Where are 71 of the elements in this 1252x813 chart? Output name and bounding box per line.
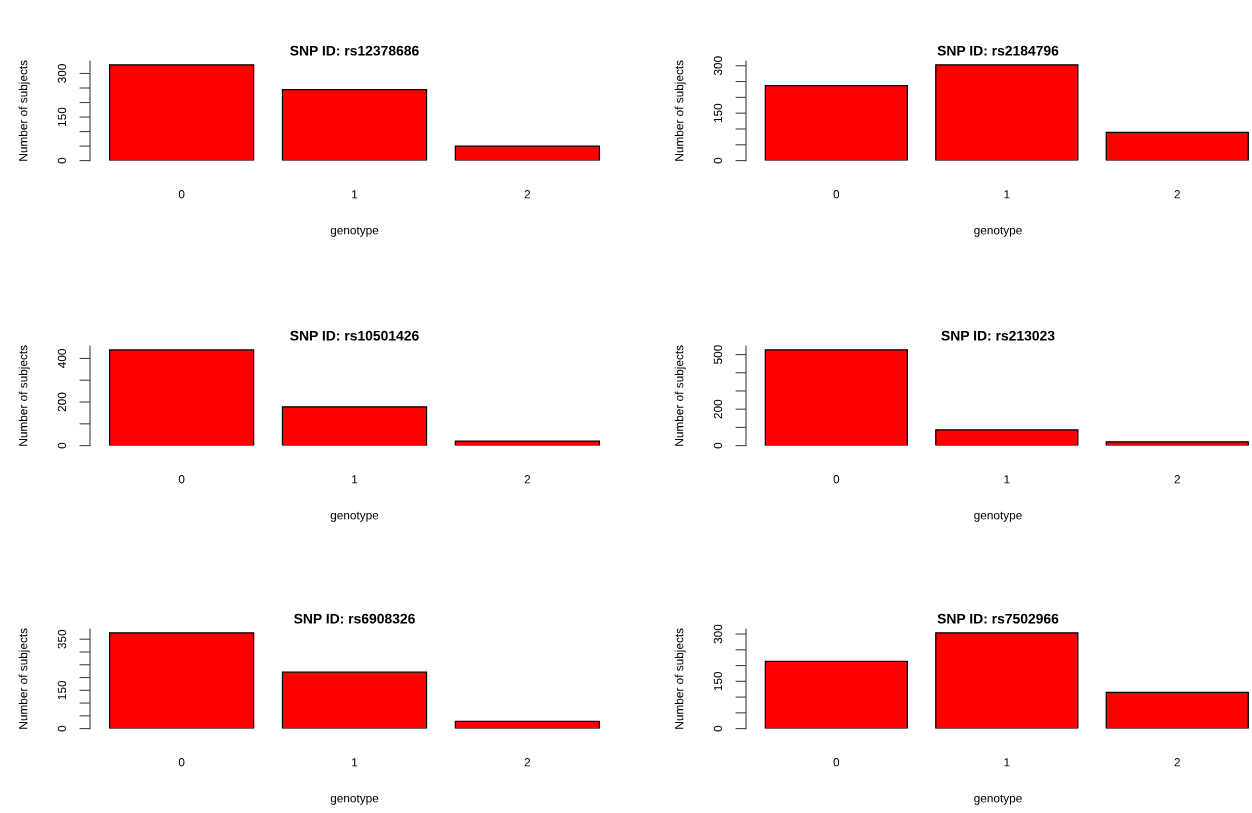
chart-title: SNP ID: rs10501426	[290, 330, 419, 341]
bar	[281, 406, 428, 446]
bar	[764, 85, 908, 161]
x-tick-label: 1	[1004, 190, 1010, 199]
chart-title: SNP ID: rs7502966	[937, 613, 1059, 624]
x-tick-label: 0	[178, 475, 185, 484]
y-axis-title: Number of subjects	[674, 345, 686, 446]
bar	[935, 429, 1079, 446]
bar	[764, 660, 908, 729]
bar	[108, 632, 255, 729]
y-tick-label: 500	[713, 345, 723, 364]
x-tick-label: 2	[1174, 190, 1180, 199]
y-tick-label: 0	[713, 725, 723, 732]
y-tick-label: 0	[713, 442, 723, 449]
chart-title: SNP ID: rs2184796	[937, 45, 1059, 56]
bar	[454, 720, 601, 729]
y-tick-label: 300	[713, 624, 723, 644]
y-axis-title: Number of subjects	[674, 628, 686, 729]
y-axis-title: Number of subjects	[18, 628, 30, 729]
x-tick-label: 1	[352, 190, 358, 199]
x-axis-title: genotype	[974, 511, 1022, 522]
x-axis-title: genotype	[974, 226, 1022, 237]
y-tick-label: 150	[713, 103, 723, 123]
x-tick-label: 0	[833, 758, 840, 767]
y-tick-label: 150	[713, 671, 723, 691]
x-tick-label: 1	[352, 475, 358, 484]
x-tick-label: 1	[352, 758, 358, 767]
x-tick-label: 1	[1004, 475, 1010, 484]
x-tick-label: 0	[833, 190, 840, 199]
bar	[1105, 131, 1249, 161]
chart-title: SNP ID: rs213023	[941, 330, 1055, 341]
bar	[454, 145, 601, 161]
x-tick-label: 0	[178, 758, 185, 767]
bar	[108, 349, 255, 446]
bar	[1105, 691, 1249, 729]
x-axis-title: genotype	[330, 794, 379, 805]
x-tick-label: 1	[1004, 758, 1010, 767]
y-tick-label: 300	[57, 64, 67, 83]
y-tick-label: 400	[57, 349, 67, 368]
y-tick-label: 300	[713, 56, 723, 76]
x-tick-label: 0	[178, 190, 185, 199]
x-tick-label: 2	[1174, 475, 1180, 484]
y-axis-title: Number of subjects	[18, 345, 30, 446]
x-tick-label: 0	[833, 475, 840, 484]
bar	[764, 349, 908, 446]
y-tick-label: 0	[57, 157, 67, 164]
x-tick-label: 2	[524, 190, 531, 199]
bar	[281, 89, 428, 161]
y-axis-title: Number of subjects	[674, 60, 686, 161]
y-tick-label: 0	[57, 442, 67, 449]
y-tick-label: 200	[57, 392, 67, 412]
chart-title: SNP ID: rs6908326	[294, 613, 415, 624]
x-axis-title: genotype	[330, 226, 379, 237]
bar	[1105, 441, 1249, 446]
bar	[935, 632, 1079, 729]
bar	[108, 64, 255, 161]
bar	[281, 671, 428, 729]
bar	[935, 64, 1079, 161]
y-tick-label: 350	[57, 629, 67, 649]
x-tick-label: 2	[524, 758, 531, 767]
x-tick-label: 2	[524, 475, 531, 484]
y-tick-label: 0	[713, 157, 723, 164]
y-tick-label: 200	[713, 399, 723, 419]
y-axis-title: Number of subjects	[18, 60, 30, 161]
x-axis-title: genotype	[974, 794, 1022, 805]
chart-title: SNP ID: rs12378686	[290, 45, 419, 56]
y-tick-label: 150	[57, 107, 67, 126]
x-axis-title: genotype	[330, 511, 379, 522]
y-tick-label: 0	[57, 725, 67, 732]
x-tick-label: 2	[1174, 758, 1180, 767]
y-tick-label: 150	[57, 680, 67, 700]
